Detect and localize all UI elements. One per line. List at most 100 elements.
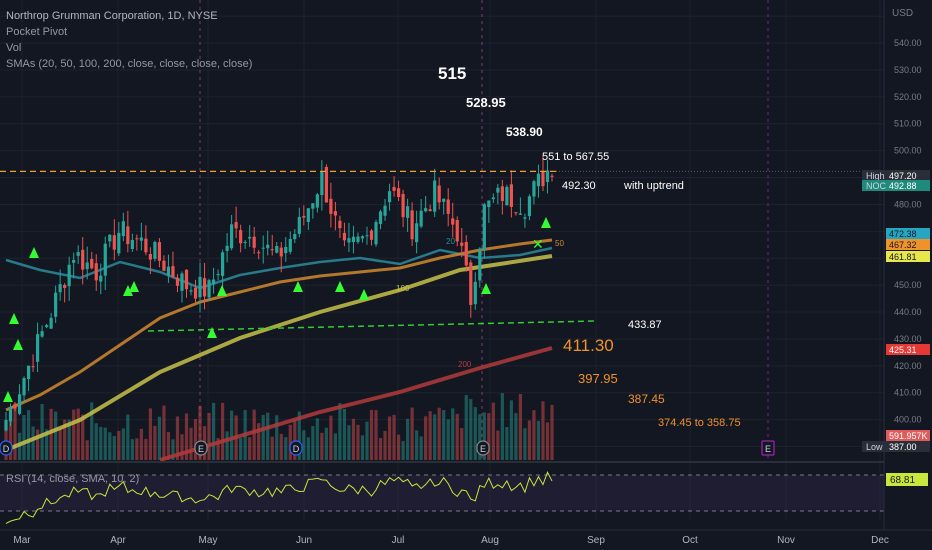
annotation-label: 551 to 567.55 [542, 151, 609, 163]
candle-body [460, 242, 464, 246]
event-marker-label: E [480, 444, 486, 454]
legend-volume[interactable]: Vol [6, 42, 22, 54]
candle-body [324, 166, 328, 203]
rsi-pane [0, 461, 932, 524]
candle-body [76, 252, 80, 256]
support-line [147, 320, 597, 332]
y-tick-label: 430.00 [894, 334, 922, 344]
price-badge [886, 251, 930, 262]
rsi-legend[interactable]: RSI (14, close, SMA, 10, 2) [6, 473, 140, 485]
candle-body [252, 236, 256, 248]
candle-body [487, 200, 491, 208]
x-tick-label: May [199, 535, 218, 546]
candle-body [121, 221, 125, 237]
pocket-pivot-icon [3, 391, 13, 402]
pocket-pivot-icon [13, 339, 23, 350]
candle-body [35, 334, 40, 362]
volume-bar [180, 434, 184, 460]
pocket-pivot-icon [29, 247, 39, 258]
candle-body [216, 273, 220, 275]
volume-bar [451, 408, 455, 460]
price-badge [886, 430, 930, 441]
candle-body [473, 281, 477, 305]
volume-bar [306, 437, 310, 460]
volume-bar [514, 413, 518, 460]
candle-body [500, 186, 504, 201]
candle-body [424, 208, 428, 212]
legend-smas[interactable]: SMAs (20, 50, 100, 200, close, close, cl… [6, 58, 253, 70]
volume-bar [117, 430, 121, 460]
candle-body [311, 203, 315, 209]
sma-line [159, 346, 553, 462]
candle-body [541, 171, 545, 187]
candle-body [270, 249, 274, 251]
levels [0, 170, 884, 332]
volume-bar [315, 418, 319, 460]
sma-label: 20 [446, 237, 455, 246]
volume-bar [148, 408, 152, 460]
volume-bar [184, 413, 189, 460]
volume-bar [22, 415, 26, 460]
annotation-label: 374.45 to 358.75 [658, 417, 741, 429]
volume-bar [103, 427, 107, 460]
volume-bar [108, 432, 112, 460]
volume-bar [198, 405, 202, 460]
candle-body [40, 331, 44, 337]
volume-bar [329, 415, 333, 460]
volume-bar [63, 419, 67, 460]
candle-body [184, 269, 189, 290]
grid [0, 0, 884, 520]
volume-bar [81, 414, 85, 460]
y-tick-label: 540.00 [894, 38, 922, 48]
x-tick-label: Jun [296, 535, 312, 546]
volume-bar [225, 431, 229, 460]
candle-body [392, 186, 396, 191]
candle-body [387, 191, 392, 203]
volume-bar [406, 418, 410, 460]
volume-bar [442, 410, 446, 460]
volume-bar [90, 402, 94, 460]
volume-bar [320, 432, 324, 460]
volume-bar [356, 424, 360, 460]
annotation-label: 492.30 [562, 180, 596, 192]
volume-bar [419, 436, 423, 460]
candle-body [103, 243, 107, 276]
pocket-pivot-icon [335, 281, 345, 292]
candle-body [126, 226, 130, 245]
candle-body [347, 238, 351, 243]
candle-body [189, 290, 193, 292]
candle-body [85, 262, 89, 270]
candle-body [266, 244, 270, 249]
price-badge [886, 180, 930, 191]
volume-bar [396, 434, 401, 460]
rsi-badge [886, 473, 928, 486]
candle-body [550, 175, 554, 177]
candle-body [279, 247, 283, 257]
volume-bar [67, 419, 71, 460]
candle-body [464, 241, 468, 266]
badge-label-bg [862, 170, 886, 181]
volume-bar [545, 422, 550, 460]
volume-bar [211, 402, 216, 460]
candle-body [130, 239, 134, 250]
rsi-badge-value: 68.81 [890, 475, 915, 486]
volume-bar [311, 426, 315, 460]
pocket-pivot-icon [9, 313, 19, 324]
pocket-pivot-icon [207, 327, 217, 338]
candle-body [378, 211, 383, 224]
event-marker-label: E [198, 444, 204, 454]
volume-bar [153, 425, 157, 460]
legend-pocket-pivot[interactable]: Pocket Pivot [6, 26, 68, 38]
y-tick-label: 420.00 [894, 361, 922, 371]
volume-bar [518, 393, 523, 460]
candle-body [63, 284, 67, 288]
symbol-title[interactable]: Northrop Grumman Corporation, 1D, NYSE [6, 10, 218, 22]
candle-body [225, 245, 229, 251]
candle-body [437, 185, 441, 203]
candle-body [514, 212, 518, 214]
candle-body [239, 230, 243, 244]
badge-label: High [866, 171, 885, 181]
candle-body [175, 277, 180, 286]
